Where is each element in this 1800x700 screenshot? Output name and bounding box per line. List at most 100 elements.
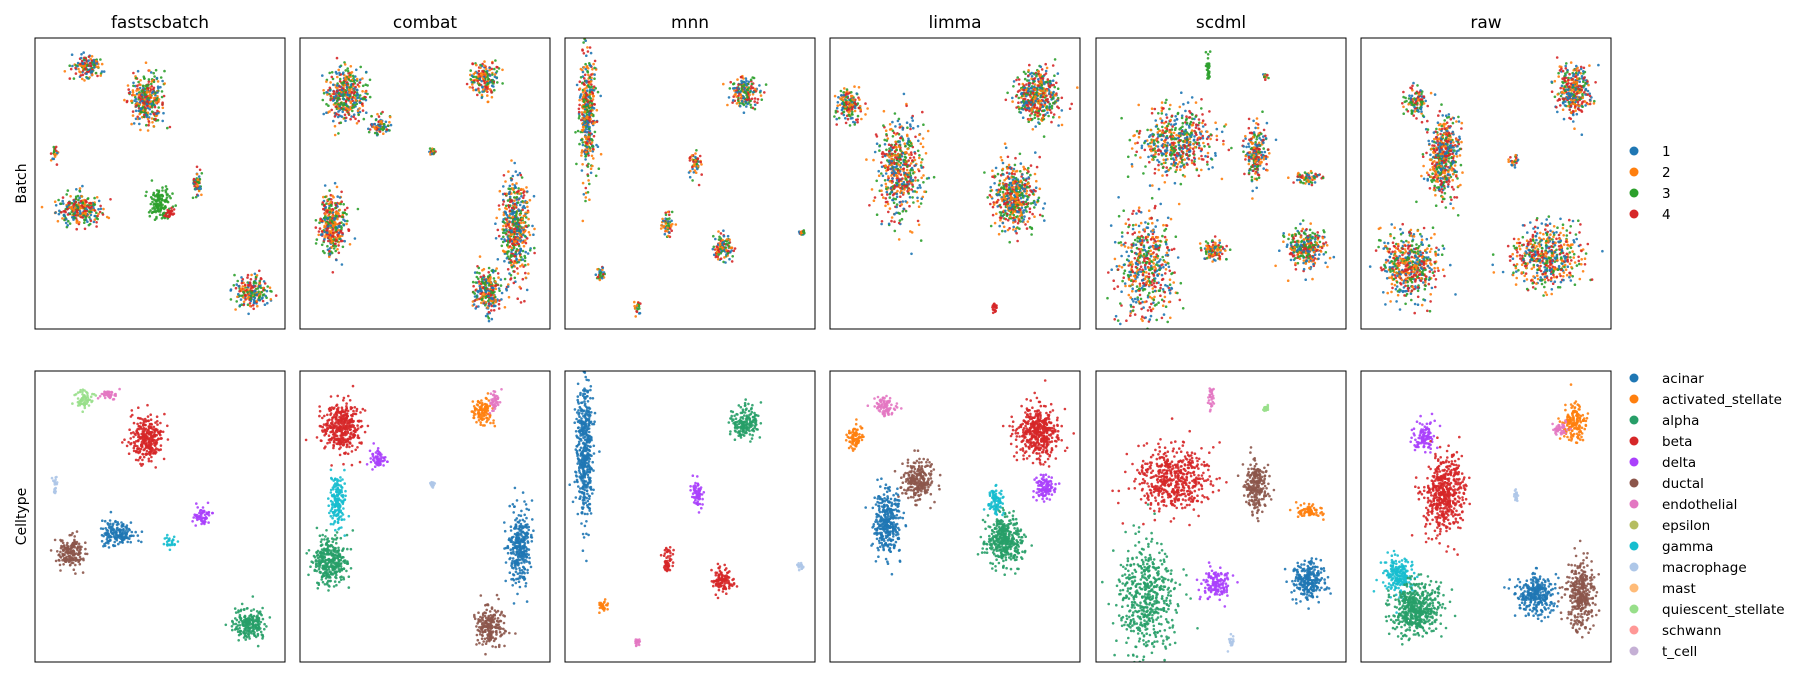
legend-item-1: 1 xyxy=(1629,144,1671,160)
legend-label: 3 xyxy=(1662,186,1671,202)
legend-marker xyxy=(1629,146,1639,156)
cluster-mixed xyxy=(63,51,106,82)
cluster-mixed xyxy=(1274,219,1336,283)
legend-item-schwann: schwann xyxy=(1629,623,1721,639)
scatter-points xyxy=(1372,383,1601,646)
legend-label: 4 xyxy=(1662,207,1671,223)
cluster-mixed xyxy=(711,229,737,264)
cluster-alpha xyxy=(976,506,1033,576)
cluster-endothelial xyxy=(1551,419,1572,436)
cluster-mixed xyxy=(229,269,278,316)
cluster-ductal xyxy=(1236,446,1276,523)
cluster-mixed xyxy=(355,110,393,137)
cluster-gamma xyxy=(982,483,1005,517)
cluster-delta xyxy=(365,442,389,471)
cluster-macrophage xyxy=(796,561,805,572)
legend-marker xyxy=(1629,478,1639,488)
cluster-mixed xyxy=(494,159,536,304)
panel-batch-mnn xyxy=(564,37,816,330)
cluster-mixed xyxy=(191,165,204,200)
row-labels: Batch Celltype xyxy=(14,163,30,545)
panel-batch-fastscbatch xyxy=(34,37,286,330)
cluster-mixed xyxy=(1287,169,1325,187)
cluster-macrophage xyxy=(429,480,437,489)
panel-frame xyxy=(829,37,1081,330)
cluster-mixed xyxy=(633,300,642,318)
cluster-activated-stellate xyxy=(598,598,610,614)
legend-item-mast: mast xyxy=(1629,581,1696,597)
cluster-activated-stellate xyxy=(470,392,497,428)
cluster-mixed xyxy=(1550,56,1600,136)
legend-label: epsilon xyxy=(1662,518,1710,534)
legend-item-delta: delta xyxy=(1629,455,1696,471)
panel-frame xyxy=(829,370,1081,663)
panel-celltype-limma xyxy=(829,370,1081,663)
cluster-endothelial xyxy=(488,388,503,415)
cluster-gamma xyxy=(327,468,351,537)
cluster-macrophage xyxy=(50,475,59,495)
cluster-mixed xyxy=(1120,91,1233,187)
cluster-acinar xyxy=(864,477,908,576)
cluster-mixed xyxy=(659,210,678,239)
column-title-scdml: scdml xyxy=(1196,13,1246,33)
panel-celltype-mnn xyxy=(564,370,816,663)
cluster-mixed xyxy=(1198,235,1232,263)
panel-frame xyxy=(299,37,551,330)
cluster-delta xyxy=(191,501,214,527)
cluster-endothelial xyxy=(1206,387,1216,413)
legend-item-4: 4 xyxy=(1629,207,1671,223)
cluster-mixed xyxy=(1106,184,1185,329)
legend-label: quiescent_stellate xyxy=(1662,602,1785,618)
cluster-mixed xyxy=(1401,81,1437,120)
cluster-endothelial xyxy=(866,394,903,418)
legend-marker xyxy=(1629,625,1639,635)
cluster-alpha xyxy=(305,526,355,592)
legend-item-acinar: acinar xyxy=(1629,371,1704,387)
cluster-mixed xyxy=(428,147,437,156)
row-label-celltype: Celltype xyxy=(14,488,30,545)
legend-item-epsilon: epsilon xyxy=(1629,518,1710,534)
legend-marker xyxy=(1629,646,1639,656)
scatter-points xyxy=(314,56,536,329)
legend-label: 2 xyxy=(1662,165,1671,181)
scatter-points xyxy=(1101,387,1332,662)
cluster-mixed xyxy=(833,85,869,127)
cluster-mixed xyxy=(465,59,504,104)
legend-marker xyxy=(1629,562,1639,572)
scatter-points xyxy=(304,384,535,662)
cluster-mixed xyxy=(1491,215,1604,297)
cluster-alpha xyxy=(1384,573,1457,646)
scatter-points xyxy=(49,387,272,648)
cluster-delta xyxy=(1195,561,1239,608)
panel-frame xyxy=(1360,37,1612,330)
scatter-points xyxy=(833,58,1079,315)
legend-item-activated-stellate: activated_stellate xyxy=(1629,392,1782,408)
cluster-beta xyxy=(659,546,675,573)
cluster-ductal xyxy=(893,449,942,510)
scatter-points xyxy=(1106,50,1336,329)
legend-label: acinar xyxy=(1662,371,1704,387)
scatter-points xyxy=(844,379,1075,576)
cluster-macrophage xyxy=(1226,632,1235,653)
cluster-beta xyxy=(121,403,170,469)
cluster-acinar xyxy=(99,510,144,549)
panel-frame xyxy=(299,370,551,663)
panel-celltype-scdml xyxy=(1095,370,1347,663)
cluster-quiescent-stellate xyxy=(1262,403,1270,413)
cluster-beta xyxy=(1410,435,1471,556)
legend-marker xyxy=(1629,604,1639,614)
cluster-mixed xyxy=(1368,222,1457,315)
cluster-mixed xyxy=(1004,58,1079,138)
cluster-ductal xyxy=(1557,539,1601,639)
cluster-mixed xyxy=(594,265,606,282)
cluster-ductal xyxy=(49,530,89,575)
legend-marker xyxy=(1629,457,1639,467)
cluster-delta xyxy=(1409,412,1442,454)
legend-label: alpha xyxy=(1662,413,1699,429)
cluster-mixed xyxy=(40,184,112,231)
cluster-mixed xyxy=(314,181,360,274)
legend-marker xyxy=(1629,499,1639,509)
legend-marker xyxy=(1629,167,1639,177)
